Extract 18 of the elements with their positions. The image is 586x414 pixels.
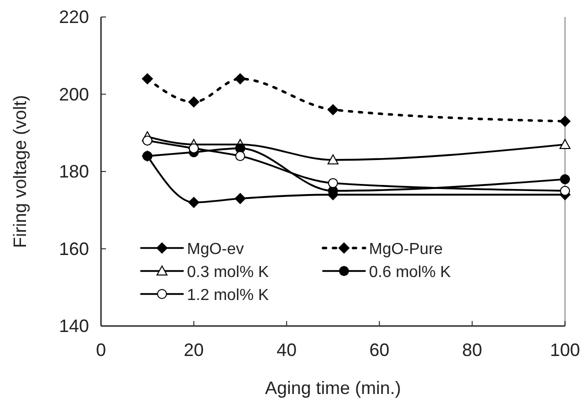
x-tick-label: 100 <box>550 340 580 360</box>
x-axis-title: Aging time (min.) <box>264 378 402 398</box>
x-tick-label: 20 <box>184 340 204 360</box>
y-tick-label: 200 <box>58 84 89 104</box>
y-tick-label: 180 <box>58 162 89 182</box>
y-tick-label: 140 <box>58 316 89 336</box>
y-axis-title: Firing voltage (volt) <box>10 94 30 248</box>
legend-label: MgO-Pure <box>369 241 443 258</box>
x-tick-label: 80 <box>462 340 482 360</box>
legend-label: 1.2 mol% K <box>187 287 270 304</box>
x-tick-label: 60 <box>369 340 390 360</box>
legend-label: 0.3 mol% K <box>187 264 270 281</box>
x-tick-label: 0 <box>96 340 106 360</box>
y-tick-label: 220 <box>58 7 89 27</box>
y-tick-label: 160 <box>58 238 89 259</box>
legend-label: 0.6 mol% K <box>369 264 452 281</box>
legend-label: MgO-ev <box>187 241 244 258</box>
x-tick-label: 40 <box>276 340 297 360</box>
